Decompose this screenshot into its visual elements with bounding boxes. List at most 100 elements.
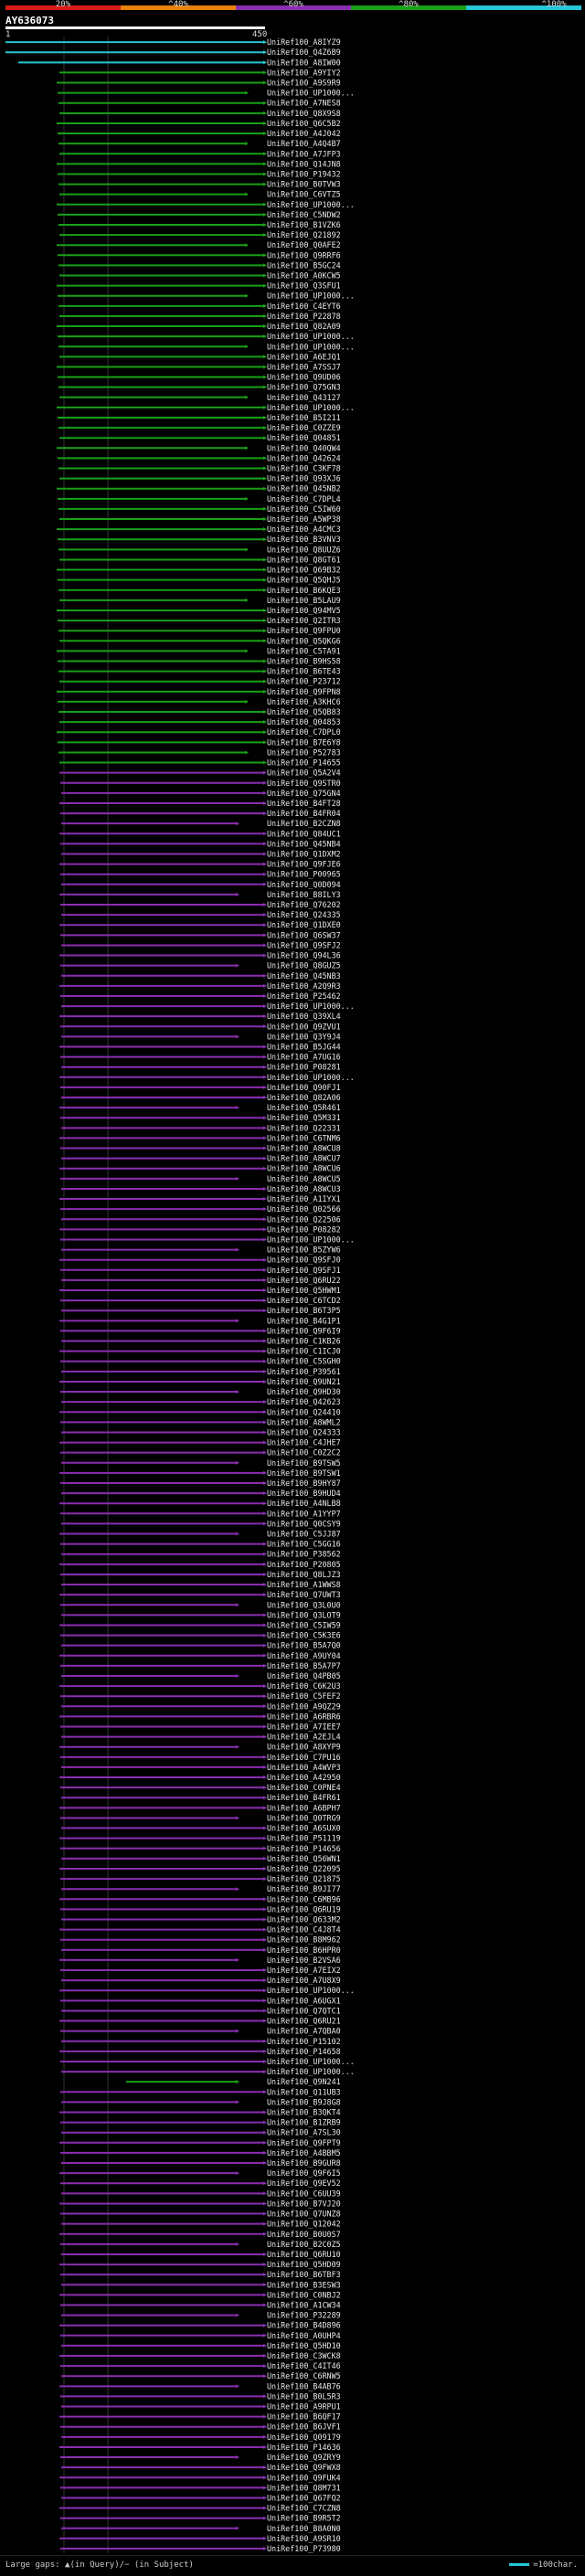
hit-label: UniRef100_B9HUD4 — [267, 1489, 341, 1498]
hit-end-arrow — [263, 2547, 267, 2551]
hit-end-arrow — [245, 547, 249, 552]
hit-end-arrow — [245, 598, 249, 602]
hit-end-arrow — [263, 1309, 267, 1313]
hit-end-arrow — [263, 40, 267, 45]
hit-label: UniRef100_C1ICJ0 — [267, 1347, 341, 1356]
hit-label: UniRef100_P14656 — [267, 1844, 341, 1853]
hit-label: UniRef100_B0L5R3 — [267, 2391, 341, 2401]
hit-end-arrow — [263, 2354, 267, 2359]
hit-end-arrow — [263, 1826, 267, 1830]
hit-end-arrow — [263, 355, 267, 359]
hit-label: UniRef100_A4BBM5 — [267, 2148, 341, 2157]
hit-end-arrow — [263, 1044, 267, 1049]
hit-end-arrow — [263, 2263, 267, 2267]
hit-label: UniRef100_B9TSW5 — [267, 1458, 341, 1468]
hit-end-arrow — [263, 639, 267, 643]
hit-label: UniRef100_A2EJL4 — [267, 1733, 341, 1742]
hit-end-arrow — [263, 1542, 267, 1546]
hit-label: UniRef100_Q84UC1 — [267, 829, 341, 838]
hit-end-arrow — [236, 1390, 239, 1394]
hit-end-arrow — [263, 1866, 267, 1871]
hit-end-arrow — [263, 1836, 267, 1840]
hit-label: UniRef100_Q24333 — [267, 1427, 341, 1436]
hit-end-arrow — [263, 1430, 267, 1435]
hit-end-arrow — [236, 1816, 239, 1820]
scale-segment-green — [351, 5, 466, 10]
hit-end-arrow — [263, 1927, 267, 1932]
hit-label: UniRef100_Q7QTC1 — [267, 2006, 341, 2015]
hit-end-arrow — [263, 619, 267, 623]
hit-label: UniRef100_C3KF78 — [267, 464, 341, 473]
query-title: AY636073 — [5, 15, 54, 27]
hit-label: UniRef100_A7SSJ7 — [267, 362, 341, 371]
hit-label: UniRef100_C6MB96 — [267, 1894, 341, 1903]
hit-end-arrow — [263, 2273, 267, 2277]
hit-label: UniRef100_A4CMC3 — [267, 525, 341, 534]
hit-label: UniRef100_Q24410 — [267, 1407, 341, 1416]
hit-label: UniRef100_Q9FWX8 — [267, 2463, 341, 2472]
hit-end-arrow — [245, 192, 249, 196]
hit-label: UniRef100_A4WVP3 — [267, 1763, 341, 1772]
hit-end-arrow — [263, 790, 267, 795]
scale-segment-red — [5, 5, 121, 10]
hit-label: UniRef100_B2CZN8 — [267, 819, 341, 828]
hit-label: UniRef100_C6RNW5 — [267, 2371, 341, 2380]
hit-end-arrow — [263, 2283, 267, 2287]
hit-label: UniRef100_Q94L36 — [267, 951, 341, 960]
hit-end-arrow — [263, 273, 267, 278]
hit-end-arrow — [263, 1714, 267, 1719]
hit-label: UniRef100_C5FEF2 — [267, 1691, 341, 1701]
hit-end-arrow — [263, 2465, 267, 2470]
hit-label: UniRef100_B9GUR8 — [267, 2158, 341, 2168]
hit-label: UniRef100_Q633M2 — [267, 1915, 341, 1924]
hit-end-arrow — [263, 2343, 267, 2348]
hit-end-arrow — [263, 202, 267, 207]
hit-label: UniRef100_Q39XL4 — [267, 1012, 341, 1021]
hit-end-arrow — [263, 1024, 267, 1029]
hit-label: UniRef100_Q0CSY9 — [267, 1519, 341, 1528]
hit-label: UniRef100_C5SGH0 — [267, 1357, 341, 1366]
hit-label: UniRef100_P32289 — [267, 2311, 341, 2320]
hit-label: UniRef100_Q11UB3 — [267, 2087, 341, 2096]
scale-segment-cyan — [466, 5, 581, 10]
hit-end-arrow — [263, 1197, 267, 1202]
hit-end-arrow — [263, 263, 267, 268]
hit-end-arrow — [263, 2181, 267, 2186]
hit-label: UniRef100_B7E6Y8 — [267, 737, 341, 747]
hit-label: UniRef100_Q90FJ1 — [267, 1083, 341, 1092]
hit-end-arrow — [263, 832, 267, 836]
hit-label: UniRef100_Q75GN3 — [267, 383, 341, 392]
hit-label: UniRef100_B0TVW3 — [267, 180, 341, 189]
hit-end-arrow — [263, 1379, 267, 1383]
hit-label: UniRef100_Q0TRG9 — [267, 1813, 341, 1822]
hit-label: UniRef100_Q76202 — [267, 900, 341, 909]
hit-label: UniRef100_Q43127 — [267, 393, 341, 402]
hit-label: UniRef100_Q75GN4 — [267, 789, 341, 798]
hit-end-arrow — [236, 2080, 239, 2084]
hit-end-arrow — [263, 172, 267, 176]
hit-end-arrow — [236, 2029, 239, 2033]
hit-label: UniRef100_Q5QB83 — [267, 707, 341, 716]
hit-label: UniRef100_Q3LOT9 — [267, 1610, 341, 1619]
hit-end-arrow — [263, 1988, 267, 1993]
hit-end-arrow — [245, 395, 249, 399]
hit-end-arrow — [263, 1734, 267, 1739]
hit-label: UniRef100_Q6RU10 — [267, 2250, 341, 2259]
hit-end-arrow — [263, 1400, 267, 1405]
hit-end-arrow — [263, 800, 267, 805]
hit-label: UniRef100_B6T3P5 — [267, 1306, 341, 1315]
hit-label: UniRef100_B4FR61 — [267, 1793, 341, 1802]
hit-label: UniRef100_A5WP38 — [267, 514, 341, 524]
hit-label: UniRef100_A0UHP4 — [267, 2331, 341, 2340]
hit-label: UniRef100_A8WCU5 — [267, 1174, 341, 1183]
hit-end-arrow — [236, 2455, 239, 2460]
hit-label: UniRef100_Q5A2V4 — [267, 769, 341, 778]
hit-label: UniRef100_B2C0Z5 — [267, 2240, 341, 2249]
hit-label: UniRef100_C4IT46 — [267, 2361, 341, 2370]
hit-label: UniRef100_B9TSW1 — [267, 1468, 341, 1478]
hit-label: UniRef100_Q22331 — [267, 1123, 341, 1132]
hit-label: UniRef100_B8M962 — [267, 1935, 341, 1945]
hit-label: UniRef100_Q22506 — [267, 1214, 341, 1224]
hit-end-arrow — [263, 1237, 267, 1242]
hit-end-arrow — [263, 334, 267, 339]
